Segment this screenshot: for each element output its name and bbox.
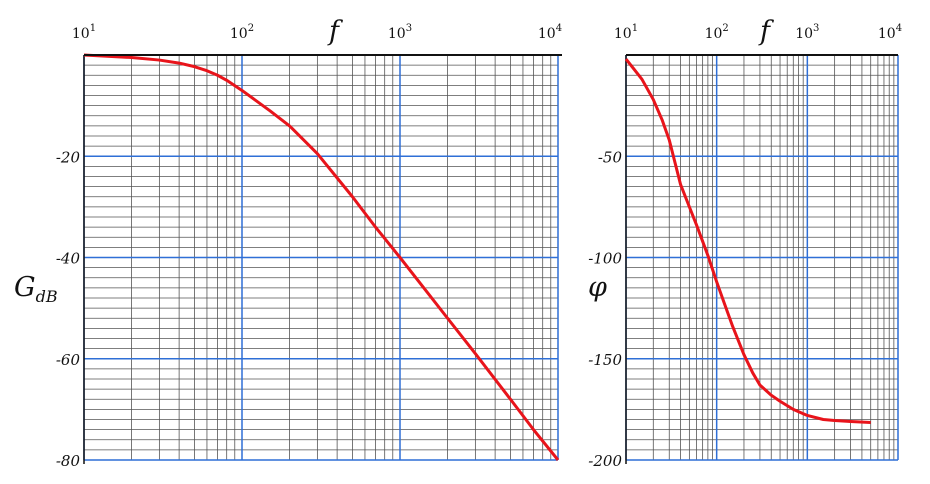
x-tick-label-base: 10 <box>614 26 632 42</box>
x-tick-label-base: 10 <box>72 26 90 42</box>
x-tick-label-exponent: 2 <box>722 23 728 34</box>
magnitude-x-tick-labels: 101 102 103 104 <box>72 23 562 42</box>
x-tick-label-exponent: 4 <box>556 23 562 34</box>
magnitude-grid <box>83 55 559 464</box>
magnitude-y-axis-label-main: G <box>14 272 36 303</box>
magnitude-y-tick-labels: -20 -40 -60 -80 <box>56 148 81 470</box>
x-tick-label-exponent: 2 <box>248 23 254 34</box>
x-tick-label: 101 <box>614 23 638 42</box>
x-tick-label: 102 <box>230 23 254 42</box>
magnitude-y-axis-label: GdB <box>14 272 58 306</box>
x-tick-label: 101 <box>72 23 96 42</box>
x-tick-label: 103 <box>795 23 819 42</box>
magnitude-curve <box>83 53 560 461</box>
x-tick-label-base: 10 <box>538 26 556 42</box>
x-tick-label-exponent: 4 <box>896 23 902 34</box>
x-tick-label-base: 10 <box>705 26 723 42</box>
x-tick-label-base: 10 <box>388 26 406 42</box>
y-tick-label: -40 <box>56 250 81 268</box>
y-tick-label: -100 <box>588 250 622 268</box>
x-tick-label-exponent: 1 <box>90 23 96 34</box>
x-tick-label-base: 10 <box>230 26 248 42</box>
y-tick-label: -200 <box>588 452 622 470</box>
phase-y-axis-label-main: φ <box>588 272 607 303</box>
x-tick-label-exponent: 1 <box>632 23 638 34</box>
magnitude-x-axis-label: f <box>327 16 343 47</box>
x-tick-label: 103 <box>388 23 412 42</box>
phase-x-tick-labels: 101 102 103 104 <box>614 23 902 42</box>
x-tick-label: 102 <box>705 23 729 42</box>
y-tick-label: -50 <box>598 148 623 166</box>
phase-plot: 101 102 103 104 -50-100-150-200 f φ <box>588 16 902 470</box>
phase-y-axis-label: φ <box>588 272 607 303</box>
phase-grid <box>625 55 899 464</box>
y-tick-label: -60 <box>56 351 81 369</box>
x-tick-label-exponent: 3 <box>406 23 412 34</box>
phase-curve <box>624 58 871 425</box>
phase-y-tick-labels: -50 -100 -150 -200 <box>588 148 622 470</box>
x-tick-label-exponent: 3 <box>813 23 819 34</box>
y-tick-label: -150 <box>588 351 622 369</box>
x-tick-label-base: 10 <box>878 26 896 42</box>
y-tick-label: -20 <box>56 148 81 166</box>
y-tick-label: -80 <box>56 452 81 470</box>
magnitude-plot: 101 102 103 104 -20-40-60-80 f GdB <box>14 16 562 470</box>
magnitude-y-axis-label-sub: dB <box>36 287 58 306</box>
x-tick-label-base: 10 <box>795 26 813 42</box>
x-tick-label: 104 <box>538 23 562 42</box>
x-tick-label: 104 <box>878 23 902 42</box>
phase-x-axis-label: f <box>758 16 774 47</box>
